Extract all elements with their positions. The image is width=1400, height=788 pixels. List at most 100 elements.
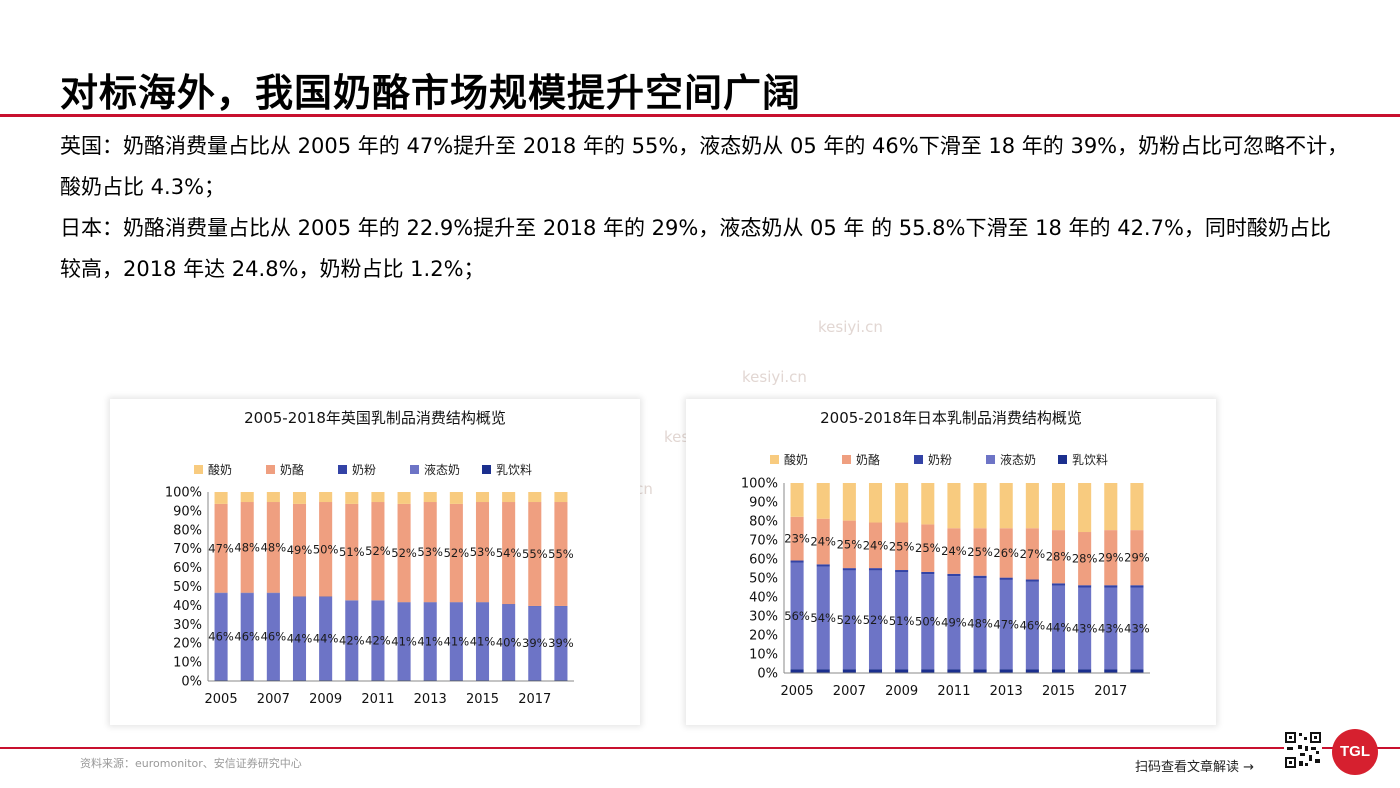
data-label: 50% — [915, 615, 941, 629]
data-label: 47% — [993, 618, 1019, 632]
data-label: 48% — [261, 540, 287, 554]
data-label: 24% — [863, 538, 889, 552]
bar-segment — [1078, 587, 1092, 670]
bar-segment — [371, 502, 385, 601]
bar-segment — [1078, 669, 1092, 673]
data-label: 54% — [810, 611, 836, 625]
legend-label: 乳饮料 — [496, 463, 532, 477]
bar-segment — [1025, 528, 1039, 580]
y-tick-label: 30% — [749, 610, 778, 625]
legend-swatch — [482, 465, 491, 474]
x-tick-label: 2013 — [414, 692, 447, 707]
data-label: 43% — [1124, 621, 1150, 635]
y-tick-label: 80% — [173, 523, 202, 538]
bar-segment — [947, 576, 961, 670]
bar-segment — [868, 669, 883, 673]
qr-code-icon[interactable] — [1284, 731, 1322, 769]
data-label: 44% — [1046, 620, 1072, 634]
bar-segment — [214, 593, 228, 681]
bar-segment — [345, 503, 359, 601]
legend-label: 酸奶 — [784, 452, 808, 467]
y-tick-label: 0% — [757, 667, 778, 682]
bar-segment — [449, 503, 463, 603]
legend-label: 乳饮料 — [1072, 453, 1108, 467]
bar-segment — [816, 483, 830, 519]
bar-segment — [292, 503, 307, 597]
bar-segment — [292, 596, 307, 681]
y-tick-label: 10% — [749, 648, 778, 663]
chart-title: 2005-2018年日本乳制品消费结构概览 — [820, 409, 1082, 427]
bar-segment — [921, 483, 935, 525]
bar-segment — [319, 502, 333, 597]
data-label: 26% — [993, 546, 1019, 560]
source-note: 资料来源：euromonitor、安信证券研究中心 — [80, 757, 302, 770]
bar-segment — [397, 492, 411, 504]
x-tick-label: 2007 — [257, 692, 290, 707]
y-tick-label: 100% — [165, 486, 202, 501]
bar-segment — [266, 593, 280, 681]
bar-segment — [292, 492, 307, 504]
bar-segment — [816, 566, 830, 670]
paragraph-uk: 英国：奶酪消费量占比从 2005 年的 47%提升至 2018 年的 55%，液… — [60, 134, 1349, 199]
arrow-right-icon: → — [1243, 760, 1255, 775]
bar-segment — [1130, 669, 1144, 673]
data-label: 42% — [365, 633, 391, 647]
bar-segment — [842, 570, 856, 670]
data-label: 52% — [444, 546, 470, 560]
x-tick-label: 2017 — [518, 692, 551, 707]
bar-segment — [240, 502, 254, 593]
data-label: 44% — [287, 631, 313, 645]
data-label: 52% — [365, 544, 391, 558]
bar-segment — [842, 520, 856, 569]
bar-segment — [816, 564, 830, 567]
x-tick-label: 2009 — [885, 684, 918, 699]
data-label: 39% — [548, 636, 574, 650]
data-label: 48% — [234, 540, 260, 554]
bar-segment — [475, 602, 490, 681]
data-label: 43% — [1098, 621, 1124, 635]
bar-segment — [502, 604, 516, 681]
bar-segment — [1051, 583, 1066, 586]
x-tick-label: 2005 — [205, 692, 238, 707]
data-label: 48% — [967, 617, 993, 631]
data-label: 50% — [313, 542, 339, 556]
data-label: 29% — [1124, 551, 1150, 565]
bar-segment — [1078, 483, 1092, 533]
bar-segment — [895, 522, 909, 571]
bar-segment — [1104, 587, 1118, 670]
y-tick-label: 30% — [173, 618, 202, 633]
bar-segment — [790, 560, 804, 563]
data-label: 44% — [313, 631, 339, 645]
data-label: 42% — [339, 633, 365, 647]
y-tick-label: 20% — [173, 637, 202, 652]
bar-segment — [842, 568, 856, 571]
data-label: 43% — [1072, 621, 1098, 635]
bar-segment — [371, 600, 385, 681]
bar-segment — [973, 669, 987, 673]
title-divider — [0, 114, 1400, 117]
data-label: 52% — [863, 613, 889, 627]
y-tick-label: 70% — [749, 534, 778, 549]
x-tick-label: 2009 — [309, 692, 342, 707]
bar-segment — [1130, 587, 1144, 670]
data-label: 27% — [1020, 547, 1046, 561]
legend-label: 奶粉 — [352, 463, 376, 477]
bar-segment — [790, 669, 804, 673]
data-label: 46% — [208, 630, 234, 644]
data-label: 25% — [967, 545, 993, 559]
bar-segment — [790, 562, 804, 670]
bar-segment — [816, 669, 830, 673]
bar-segment — [554, 492, 568, 503]
bar-segment — [528, 492, 542, 503]
data-label: 41% — [444, 634, 470, 648]
legend-swatch — [914, 455, 923, 464]
x-tick-label: 2007 — [833, 684, 866, 699]
bar-segment — [999, 669, 1013, 673]
legend-label: 酸奶 — [208, 462, 232, 477]
bar-segment — [449, 602, 463, 681]
bar-segment — [1025, 483, 1039, 529]
bar-segment — [1104, 585, 1118, 588]
data-label: 25% — [915, 541, 941, 555]
y-tick-label: 20% — [749, 629, 778, 644]
